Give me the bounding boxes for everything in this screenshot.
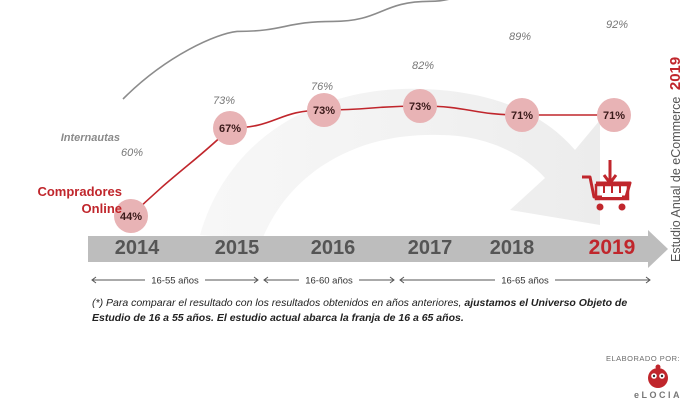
age-range-3: 16-65 años [399, 276, 651, 287]
age-range-label: 16-55 años [151, 276, 199, 287]
elocia-logo [648, 364, 668, 388]
age-range-label: 16-65 años [501, 276, 549, 287]
compradores-point-bubble [114, 199, 148, 233]
compradores-label-line2: Online [82, 201, 122, 216]
compradores-point-label: 67% [219, 123, 241, 135]
internautas-point-label: 60% [121, 147, 143, 159]
footnote: (*) Para comparar el resultado con los r… [92, 296, 662, 326]
footnote-bold: ajustamos el Universo Objeto de Estudio … [92, 297, 628, 324]
compradores-point-label: 71% [511, 110, 533, 122]
compradores-point-bubble [597, 98, 631, 132]
credit-label: ELABORADO POR: [606, 354, 681, 363]
compradores-point-bubble [505, 98, 539, 132]
internautas-label: Internautas [61, 132, 120, 144]
compradores-point-label: 71% [603, 110, 625, 122]
side-title-year: 2019 [667, 57, 684, 90]
series-compradores-online: 44% 67% 73% 73% 71% 71% [114, 89, 631, 233]
compradores-point-bubble [307, 93, 341, 127]
age-range-1: 16-55 años [91, 276, 259, 287]
age-range-brackets: 16-55 años 16-60 años 16-65 años [91, 276, 651, 287]
svg-text:Estudio Anual de eCommerce: Estudio Anual de eCommerce 2019 [667, 57, 684, 262]
compradores-point-label: 44% [120, 211, 142, 223]
compradores-point-bubble [213, 111, 247, 145]
background-arc-arrow [200, 88, 600, 240]
age-range-2: 16-60 años [263, 276, 395, 287]
down-arrow-icon [602, 160, 618, 186]
shopping-cart-icon [582, 175, 632, 211]
year-label-2018: 2018 [490, 237, 535, 259]
year-labels: 2014 2015 2016 2017 2018 2019 [115, 236, 636, 259]
internautas-point-label: 92% [606, 19, 628, 31]
year-label-2015: 2015 [215, 237, 260, 259]
compradores-label-line1: Compradores [37, 184, 122, 199]
year-label-2016: 2016 [311, 237, 356, 259]
side-title-prefix: Estudio Anual de eCommerce [669, 97, 683, 262]
timeline-arrow [88, 230, 668, 268]
compradores-point-label: 73% [409, 101, 431, 113]
internautas-point-label: 82% [412, 60, 434, 72]
compradores-point-bubble [403, 89, 437, 123]
internautas-line [122, 0, 450, 100]
elocia-logo-text: eLOCIA [634, 390, 683, 400]
age-range-label: 16-60 años [305, 276, 353, 287]
series-internautas: 60% 73% 76% 82% 89% 92% [121, 0, 628, 159]
internautas-point-label: 76% [311, 81, 333, 93]
year-label-2019: 2019 [589, 236, 636, 259]
internautas-point-label: 89% [509, 31, 531, 43]
side-title: Estudio Anual de eCommerce 2019 [662, 12, 690, 262]
internautas-point-label: 73% [213, 95, 235, 107]
compradores-point-label: 73% [313, 105, 335, 117]
year-label-2014: 2014 [115, 237, 160, 259]
footnote-text: (*) Para comparar el resultado con los r… [92, 297, 465, 309]
year-label-2017: 2017 [408, 237, 453, 259]
